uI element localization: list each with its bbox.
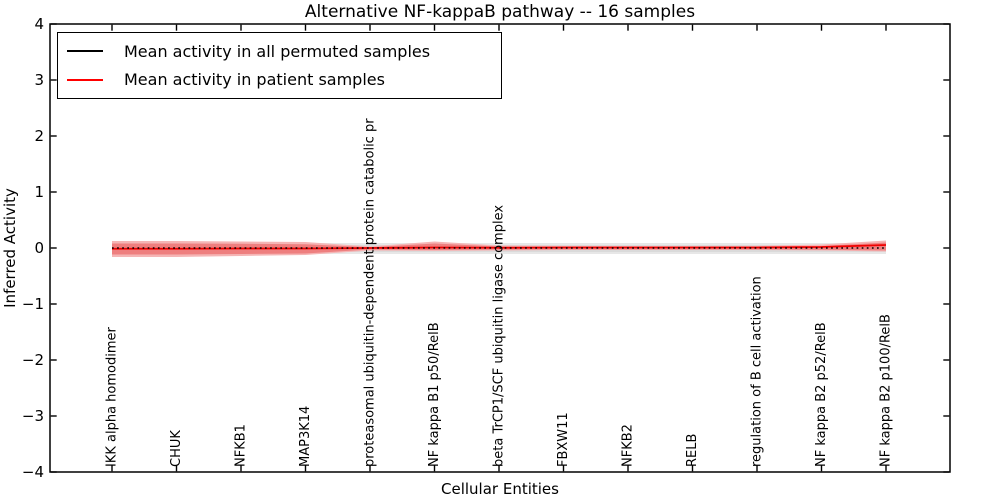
x-tick-label: regulation of B cell activation [750, 276, 765, 467]
x-tick-label: FBXW11 [556, 412, 571, 467]
legend-line-permuted-icon [67, 50, 103, 53]
legend-line-patient-icon [67, 78, 103, 81]
x-tick-label: CHUK [169, 430, 184, 467]
legend-label-patient: Mean activity in patient samples [124, 70, 385, 90]
x-tick-label: NFKB2 [621, 424, 636, 467]
x-tick-label: NF kappa B1 p50/RelB [427, 322, 442, 467]
x-tick-label: NF kappa B2 p52/RelB [814, 322, 829, 467]
x-tick-label: IKK alpha homodimer [105, 326, 120, 467]
y-tick-label: −2 [22, 351, 44, 369]
x-tick-label: beta TrCP1/SCF ubiquitin ligase complex [492, 205, 507, 467]
chart-title: Alternative NF-kappaB pathway -- 16 samp… [304, 2, 696, 22]
legend-label-permuted: Mean activity in all permuted samples [124, 41, 431, 61]
legend-item-patient: Mean activity in patient samples [58, 68, 501, 92]
axes-frame [49, 23, 951, 473]
y-tick-label: 2 [34, 127, 44, 145]
x-tick-label: NFKB1 [234, 424, 249, 467]
y-tick-label: −3 [22, 407, 44, 425]
x-axis-label: Cellular Entities [441, 480, 559, 498]
legend-item-permuted: Mean activity in all permuted samples [58, 39, 501, 63]
y-tick-label: 1 [34, 183, 44, 201]
y-axis-label: Inferred Activity [1, 188, 19, 308]
legend: Mean activity in all permuted samples Me… [57, 32, 502, 99]
y-tick-label: 0 [34, 239, 44, 257]
y-tick-label: 3 [34, 71, 44, 89]
y-tick-label: −1 [22, 295, 44, 313]
x-tick-label: MAP3K14 [298, 406, 313, 467]
x-tick-label: proteasomal ubiquitin-dependent protein … [363, 118, 378, 467]
x-tick-label: NF kappa B2 p100/RelB [879, 314, 894, 467]
y-tick-label: −4 [22, 463, 44, 481]
y-tick-label: 4 [34, 15, 44, 33]
x-tick-label: RELB [685, 434, 700, 467]
